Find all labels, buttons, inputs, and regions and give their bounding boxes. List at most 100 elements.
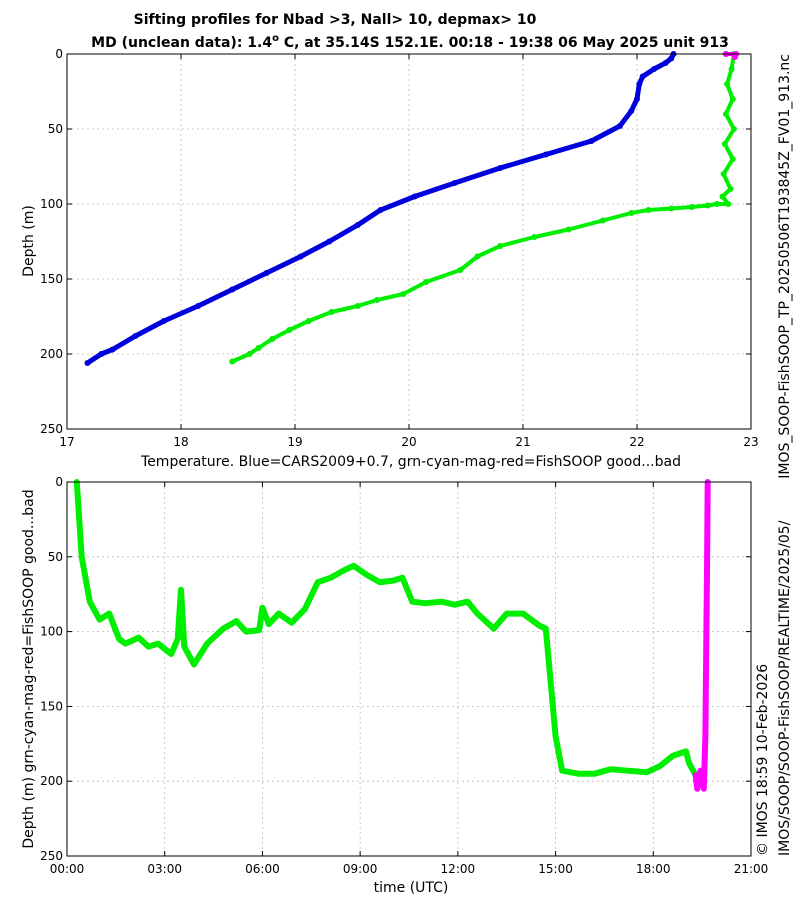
data-point-good <box>422 600 428 606</box>
x-tick-label: 06:00 <box>245 862 280 876</box>
data-point-cars <box>668 55 675 62</box>
bottom-ticks: 00:00 03:00 06:00 09:00 12:00 15:00 18:00 21:00… <box>40 475 768 876</box>
data-point-cars <box>326 238 333 245</box>
data-point-good <box>727 186 734 192</box>
data-point-good <box>730 126 737 132</box>
data-point-good <box>341 567 347 573</box>
y-tick-label: 150 <box>40 272 63 286</box>
data-point-cars <box>662 60 669 66</box>
data-point-good <box>178 587 184 593</box>
data-point-good <box>543 626 549 632</box>
x-tick-label: 03:00 <box>147 862 182 876</box>
data-point-cars <box>377 207 384 213</box>
y-tick-label: 250 <box>40 849 63 863</box>
data-point-cars <box>411 193 418 200</box>
data-point-good <box>531 234 538 240</box>
y-tick-label: 200 <box>40 347 63 361</box>
data-point-good <box>97 617 103 623</box>
data-point-good <box>729 156 736 162</box>
data-point-good <box>181 644 187 650</box>
y-tick-label: 100 <box>40 197 63 211</box>
data-point-good <box>713 201 720 207</box>
data-point-cars <box>109 346 116 353</box>
data-point-good <box>592 771 598 777</box>
x-tick-label: 22 <box>629 435 644 449</box>
data-point-good <box>269 336 276 342</box>
data-point-cars <box>636 81 643 87</box>
data-point-good <box>354 303 361 309</box>
x-tick-label: 23 <box>743 435 758 449</box>
data-point-cars <box>634 96 640 102</box>
data-point-good <box>204 641 210 647</box>
data-point-good <box>497 243 504 249</box>
data-point-good <box>559 768 565 774</box>
y-tick-label: 100 <box>40 625 63 639</box>
data-point-good <box>465 599 471 605</box>
y-tick-label: 0 <box>55 47 63 61</box>
data-point-good <box>374 297 381 303</box>
data-point-good <box>400 291 407 297</box>
data-point-good <box>439 599 445 605</box>
data-point-good <box>364 572 370 578</box>
data-point-good <box>457 267 464 273</box>
data-point-good <box>276 611 282 617</box>
data-point-bad <box>698 768 703 774</box>
x-tick-label: 21:00 <box>734 862 769 876</box>
chart-title-line2: MD (unclean data): 1.4o C, at 35.14S 152… <box>91 33 729 51</box>
bottom-series <box>73 479 711 792</box>
data-point-good <box>145 644 151 650</box>
data-point-good <box>229 358 236 365</box>
bottom-axes-frame <box>66 481 752 857</box>
y-tick-label: 250 <box>40 422 63 436</box>
data-point-good <box>644 769 650 775</box>
data-point-good <box>289 620 295 626</box>
data-point-cars <box>542 151 549 158</box>
data-point-cars <box>588 138 595 144</box>
data-point-good <box>302 606 308 612</box>
data-point-good <box>725 201 732 207</box>
data-point-bad <box>701 786 707 792</box>
data-point-cars <box>616 123 623 129</box>
data-point-good <box>136 635 142 641</box>
top-grid <box>67 54 751 429</box>
data-point-good <box>719 193 726 200</box>
x-tick-label: 09:00 <box>343 862 378 876</box>
data-point-good <box>175 636 181 642</box>
data-point-good <box>670 753 676 759</box>
data-point-cars <box>297 253 304 260</box>
data-point-good <box>286 327 293 333</box>
data-point-good <box>657 763 663 769</box>
data-point-good <box>724 81 731 87</box>
data-point-good <box>624 768 630 774</box>
x-tick-label: 18 <box>173 435 188 449</box>
data-point-good <box>79 554 85 560</box>
data-point-good <box>168 651 174 657</box>
data-point-good <box>328 575 334 581</box>
data-point-good <box>668 205 675 212</box>
chart-title-line1: Sifting profiles for Nbad >3, Nall> 10, … <box>134 12 537 28</box>
data-point-good <box>220 626 226 632</box>
data-point-good <box>315 579 321 585</box>
data-point-good <box>728 66 735 72</box>
data-point-good <box>423 279 430 285</box>
data-point-cars <box>195 303 202 309</box>
data-point-good <box>328 309 335 315</box>
data-point-good <box>87 599 93 605</box>
data-point-good <box>599 217 606 224</box>
data-point-good <box>155 641 161 647</box>
data-point-bad <box>732 54 738 60</box>
data-point-good <box>400 575 405 581</box>
data-point-good <box>608 766 614 772</box>
side-filename-text: IMOS_SOOP-FishSOOP_TP_20250506T193845Z_F… <box>777 54 793 479</box>
data-point-good <box>721 141 728 147</box>
data-point-good <box>704 202 711 209</box>
data-point-cars <box>160 318 167 324</box>
series-line-bad <box>692 479 711 792</box>
data-point-good <box>409 599 415 605</box>
data-point-good <box>474 253 481 260</box>
bottom-x-axis-label: time (UTC) <box>374 880 449 896</box>
data-point-good <box>491 626 497 632</box>
bottom-grid <box>67 482 751 856</box>
x-tick-label: 21 <box>515 435 530 449</box>
y-tick-label: 150 <box>40 699 63 713</box>
